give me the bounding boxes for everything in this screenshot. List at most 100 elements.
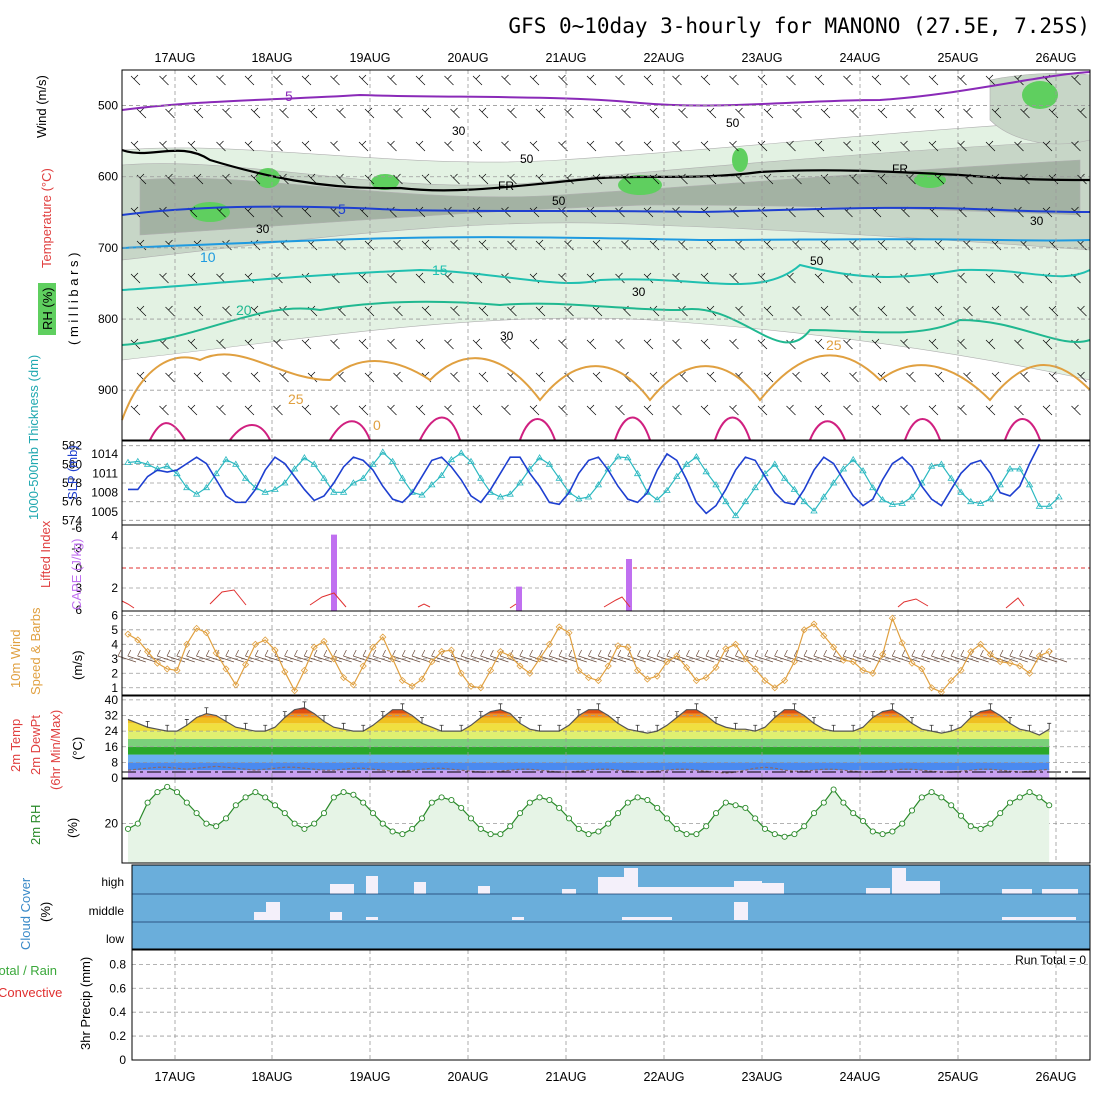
wind-barb — [330, 140, 340, 152]
wind-barb — [421, 107, 432, 119]
wind-barb — [1042, 338, 1053, 350]
wind-barb — [216, 338, 226, 350]
wind-barb — [387, 140, 397, 152]
wind-barb-10m — [323, 649, 342, 663]
thickness-point — [624, 454, 632, 461]
wind-barb — [928, 404, 939, 416]
thickness-point — [134, 457, 142, 464]
tick-label: 16 — [105, 740, 119, 754]
wind-barb — [507, 239, 517, 251]
wind-barb — [934, 305, 945, 317]
wind-barb — [1077, 107, 1087, 119]
wind-barb-10m — [372, 649, 391, 663]
wind-barb — [649, 239, 660, 251]
rh2m-point — [948, 802, 955, 809]
wind-speed-point — [614, 642, 622, 650]
thickness-point — [859, 467, 867, 474]
rh-high-region — [914, 172, 946, 188]
wind-barb — [672, 404, 682, 416]
wind-speed-point — [359, 662, 367, 670]
wind-barb — [535, 371, 546, 383]
wind-barb — [672, 140, 682, 152]
temp-band — [128, 717, 1050, 724]
wind-barb-10m — [490, 649, 509, 663]
wind-barb — [729, 74, 739, 86]
wind-speed-point — [751, 665, 759, 673]
thickness-point — [1016, 465, 1024, 472]
wind-barb — [415, 272, 426, 284]
wind-speed-point — [467, 682, 475, 690]
wind-barb-10m — [235, 649, 254, 663]
wind-speed-point — [379, 633, 387, 641]
cloud-bar-high — [892, 868, 906, 894]
wind-barb-10m — [578, 649, 597, 663]
wind-speed-point — [565, 629, 573, 637]
wind-speed-point — [575, 666, 583, 674]
rh2m-point — [654, 804, 661, 811]
rh2m-point — [987, 820, 994, 827]
thickness-point — [339, 488, 348, 495]
minmax-bar — [576, 709, 581, 716]
wind-speed-point — [928, 684, 936, 692]
wind-barb — [193, 371, 204, 383]
wind-barb — [415, 74, 426, 86]
wind-barb-10m — [382, 649, 401, 663]
lifted-index-line — [121, 600, 135, 609]
wind-barb-10m — [1009, 649, 1028, 663]
ylabel-rh2m: 2m RH — [28, 805, 43, 845]
wind-barb — [1020, 107, 1030, 119]
minmax-bar — [870, 711, 875, 718]
thickness-point — [614, 453, 622, 460]
thickness-point — [183, 483, 191, 491]
rh2m-point — [859, 817, 867, 825]
cloud-bar-middle — [330, 912, 342, 920]
rh2m-point — [918, 794, 925, 801]
isotherm — [121, 300, 1091, 346]
lifted-index-line — [1005, 597, 1025, 609]
thickness-point — [712, 481, 720, 488]
tick-label: 800 — [98, 312, 118, 326]
minmax-bar — [145, 720, 150, 728]
rh-contour-label: 50 — [810, 254, 824, 268]
top-date-label: 20AUG — [448, 51, 489, 65]
wind-barb — [871, 74, 882, 86]
wind-barb — [786, 404, 796, 416]
wind-barb — [814, 140, 825, 152]
tick-label: 500 — [98, 99, 118, 113]
wind-barb — [244, 404, 255, 416]
wind-speed-point — [516, 662, 524, 670]
rh2m-panel: 20 2m RH (%) — [28, 778, 1091, 864]
rh-contour-label: 50 — [552, 194, 566, 208]
cloud-bar-high — [330, 884, 354, 894]
bottom-date-label: 24AUG — [840, 1070, 881, 1084]
temp-band — [128, 746, 1050, 755]
wind-barb — [991, 305, 1002, 317]
wind-barb — [301, 140, 312, 152]
wind-speed-point — [1035, 652, 1043, 660]
minmax-bar — [694, 703, 699, 710]
wind-barb — [244, 272, 255, 284]
tick-label: 4 — [111, 637, 118, 651]
wind-barb — [700, 404, 711, 416]
ylabel-wind-barbs: Speed & Barbs — [28, 607, 43, 695]
tick-label: 8 — [111, 755, 118, 769]
wind-speed-point — [594, 676, 602, 685]
wind-barb-10m — [725, 649, 744, 663]
wind-barb — [1071, 74, 1081, 86]
wind-barb — [472, 404, 483, 416]
tick-label: -6 — [71, 521, 82, 535]
minmax-bar — [792, 703, 797, 710]
wind-barb-10m — [558, 649, 578, 663]
rh2m-point — [360, 799, 367, 806]
wind-barb-10m — [813, 649, 832, 663]
rh2m-point — [418, 815, 426, 822]
rh2m-point — [634, 794, 641, 801]
thickness-point — [780, 474, 789, 481]
wind-barb — [187, 74, 198, 86]
thickness-point — [241, 474, 250, 481]
rh2m-point — [644, 796, 651, 804]
thickness-point — [310, 460, 318, 467]
wind-barb — [592, 239, 603, 251]
wind-barb — [330, 404, 340, 416]
temp-band — [128, 762, 1050, 771]
